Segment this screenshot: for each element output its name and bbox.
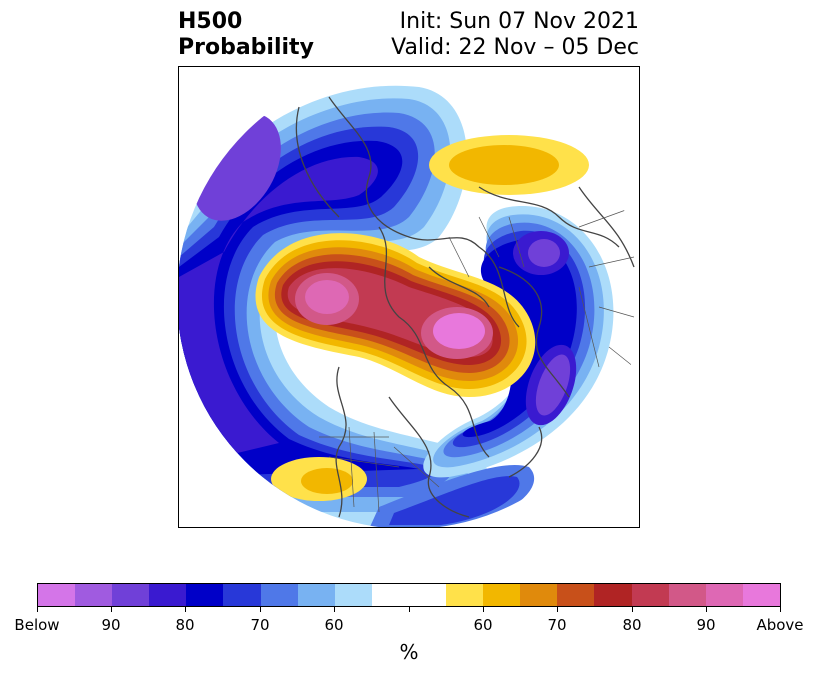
colorbar-segment <box>223 584 261 606</box>
colorbar <box>37 583 781 607</box>
colorbar-segment <box>483 584 521 606</box>
colorbar-tick-label: 80 <box>622 616 642 634</box>
colorbar-tick-label: 70 <box>250 616 270 634</box>
colorbar-unit: % <box>399 640 419 664</box>
colorbar-segment <box>742 584 780 606</box>
map-dates: Init: Sun 07 Nov 2021 Valid: 22 Nov – 05… <box>391 9 639 61</box>
colorbar-tick <box>37 607 38 612</box>
colorbar-tick <box>409 607 410 612</box>
colorbar-tick-label: Above <box>756 616 804 634</box>
above-normal-ridge <box>255 233 536 397</box>
colorbar-tick-label: Below <box>14 616 60 634</box>
colorbar-tick <box>111 607 112 612</box>
above-normal-south <box>271 457 367 501</box>
below-normal-southeast <box>369 465 535 527</box>
colorbar-segment <box>668 584 706 606</box>
colorbar-tick <box>334 607 335 612</box>
colorbar-segment <box>38 584 76 606</box>
coastlines <box>295 96 635 518</box>
borders <box>319 206 635 513</box>
above-normal-north <box>429 135 589 195</box>
colorbar-segment <box>631 584 669 606</box>
colorbar-segment <box>557 584 595 606</box>
colorbar-segment <box>705 584 743 606</box>
colorbar-segment-neutral <box>371 584 447 606</box>
below-normal-west <box>179 85 489 527</box>
colorbar-tick-label: 90 <box>101 616 121 634</box>
init-date: Init: Sun 07 Nov 2021 <box>399 9 639 34</box>
valid-range: Valid: 22 Nov – 05 Dec <box>391 35 639 60</box>
colorbar-segment <box>75 584 113 606</box>
colorbar-tick <box>780 607 781 612</box>
probability-map <box>179 67 639 527</box>
map-panel <box>178 66 640 528</box>
title-type: Probability <box>178 35 314 60</box>
colorbar-tick-label: 70 <box>547 616 567 634</box>
colorbar-tick <box>185 607 186 612</box>
colorbar-segment <box>112 584 150 606</box>
colorbar-tick-label: 60 <box>473 616 493 634</box>
colorbar-tick-label: 90 <box>696 616 716 634</box>
colorbar-segment <box>594 584 632 606</box>
colorbar-tick <box>483 607 484 612</box>
colorbar-tick <box>557 607 558 612</box>
colorbar-tick <box>632 607 633 612</box>
colorbar-tick <box>260 607 261 612</box>
colorbar-tick-label: 80 <box>175 616 195 634</box>
colorbar-segment <box>520 584 558 606</box>
colorbar-tick <box>706 607 707 612</box>
colorbar-segment <box>334 584 372 606</box>
title-variable: H500 <box>178 9 243 34</box>
map-title: H500 Probability <box>178 9 314 61</box>
colorbar-segment <box>446 584 484 606</box>
colorbar-segment <box>297 584 335 606</box>
colorbar-segment <box>186 584 224 606</box>
colorbar-segment <box>260 584 298 606</box>
colorbar-segment <box>149 584 187 606</box>
colorbar-tick-label: 60 <box>324 616 344 634</box>
